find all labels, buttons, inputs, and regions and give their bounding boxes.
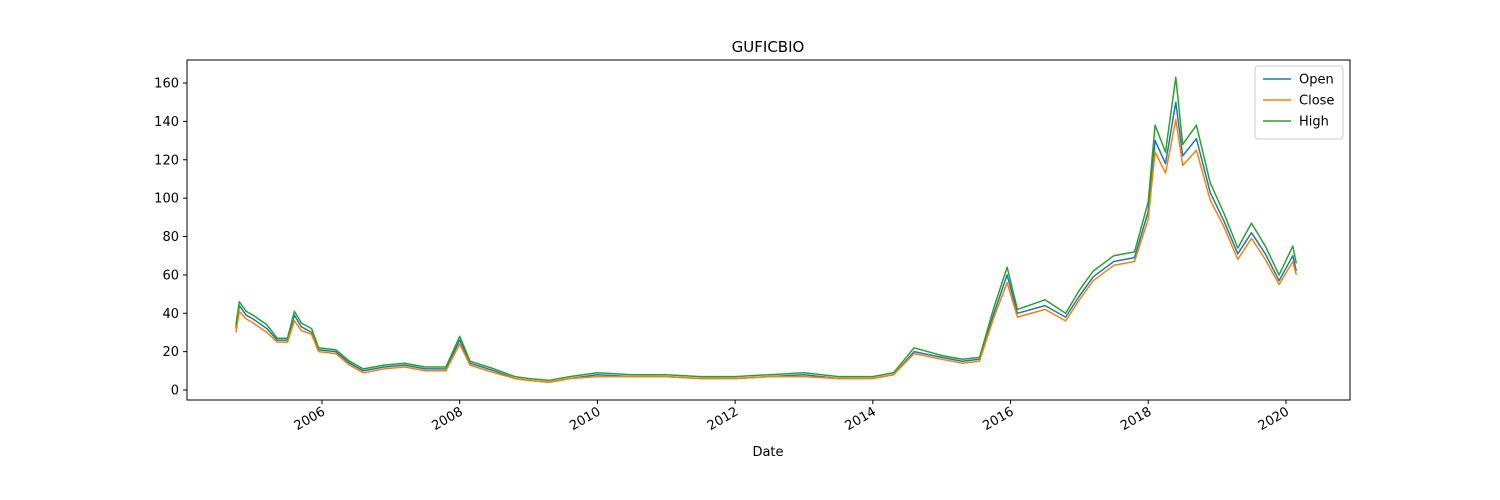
legend-label: High <box>1299 115 1329 130</box>
y-tick-label: 120 <box>154 153 179 168</box>
plot-frame <box>186 59 1351 401</box>
chart-title: GUFICBIO <box>732 38 805 56</box>
line-series <box>235 118 1298 384</box>
y-tick-label: 160 <box>154 77 179 92</box>
x-axis-label: Date <box>752 445 783 460</box>
y-tick-label: 60 <box>162 268 179 283</box>
y-tick-label: 140 <box>154 115 179 130</box>
y-tick-label: 100 <box>154 192 179 207</box>
y-tick-label: 40 <box>162 307 179 322</box>
line-series <box>235 101 1298 384</box>
legend-label: Open <box>1299 73 1334 88</box>
y-tick-label: 0 <box>171 384 179 399</box>
y-tick-label: 20 <box>162 345 179 360</box>
legend-label: Close <box>1299 94 1334 109</box>
line-series <box>235 76 1298 382</box>
y-tick-label: 80 <box>162 230 179 245</box>
